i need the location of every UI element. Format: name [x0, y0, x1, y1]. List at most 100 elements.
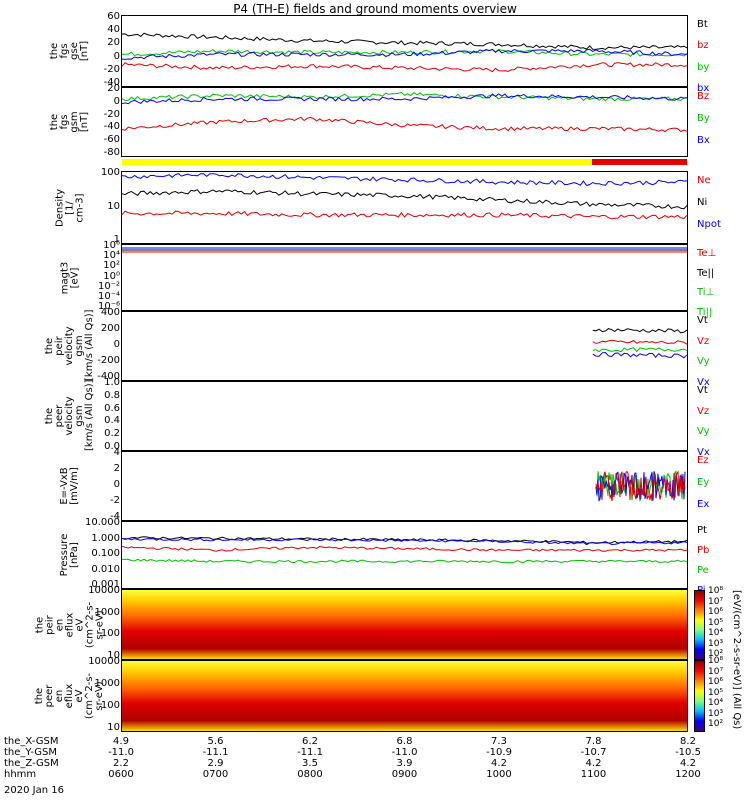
ytick-peer_spec: 100 — [100, 700, 120, 711]
ytick-density: 100 — [100, 167, 120, 178]
ytick-peer_spec: 1000 — [94, 678, 120, 689]
legend-pressure-0: Pt — [697, 525, 707, 536]
legend-pressure-1: Pb — [697, 545, 710, 556]
colorbar-tick: 10⁶ — [708, 677, 724, 687]
panel-peer_spec — [121, 660, 688, 732]
colorbar-tick: 10⁵ — [708, 617, 724, 628]
colorbar-tick: 10⁸ — [708, 586, 724, 596]
legend-efield-0: Ez — [697, 455, 709, 466]
ytick-efield: 0 — [113, 479, 120, 490]
ytick-pressure: 1.000 — [91, 532, 120, 544]
ytick-fgs_gse: -40 — [103, 77, 120, 88]
series-bz-0 — [121, 62, 688, 73]
xaxis-tick-value: 8.2 — [680, 736, 696, 747]
series-Pi-7 — [121, 537, 688, 546]
colorbar-tick: 10³ — [708, 638, 724, 649]
mode-bar-slow-survey — [592, 159, 687, 165]
ytick-peer_vel: 0.6 — [104, 402, 120, 414]
ytick-peir_spec: 100 — [100, 628, 120, 640]
ytick-efield: 2 — [113, 463, 120, 474]
ytick-peer_spec: 10000 — [88, 656, 120, 667]
series-by-0 — [121, 48, 688, 57]
ytick-density: 10 — [107, 200, 120, 212]
chart-title: P4 (TH-E) fields and ground moments over… — [233, 2, 517, 16]
series-Bx-1 — [121, 93, 688, 105]
series-Vx-4 — [592, 351, 688, 359]
legend-density-2: Npot — [697, 219, 721, 230]
ytick-efield: 4 — [113, 447, 120, 458]
ytick-peir_vel: 400 — [100, 307, 120, 318]
ytick-fgs_gsm: -20 — [103, 108, 120, 120]
legend-efield-2: Ex — [697, 499, 710, 510]
panel-temp — [121, 244, 688, 311]
panel-peer_vel — [121, 381, 688, 451]
ytick-peir_spec: 10000 — [88, 585, 120, 596]
colorbar-tick: 10⁷ — [708, 666, 724, 677]
ytick-peer_spec: 10 — [107, 722, 120, 733]
legend-peir_vel-2: Vy — [697, 356, 710, 368]
colorbar-label: [eV/(cm^2-s-sr-eV)] (All Qs) — [731, 590, 742, 730]
xaxis-tick-value: 5.6 — [207, 736, 224, 747]
ytick-pressure: 0.001 — [91, 579, 120, 590]
series-bx-0 — [121, 48, 688, 60]
xaxis-tick-value: -10.9 — [486, 747, 512, 758]
series-By-1 — [121, 91, 688, 102]
xaxis-tick-value: -11.1 — [297, 747, 323, 758]
panel-peir_vel — [121, 311, 688, 381]
ytick-fgs_gse: 20 — [107, 37, 120, 49]
legend-efield-1: Ey — [697, 477, 710, 488]
ytick-peer_vel: 0.8 — [104, 389, 120, 401]
xaxis-tick-value: 0900 — [391, 769, 418, 780]
ytick-temp: 10⁰ — [103, 270, 120, 282]
legend-peir_vel-1: Vz — [697, 335, 710, 347]
legend-fgs_gse-3: bx — [697, 83, 710, 94]
ytick-peir_spec: 10 — [107, 650, 120, 661]
colorbar-tick: 10⁸ — [708, 656, 724, 666]
ytick-temp: 10⁻⁶ — [97, 301, 120, 312]
xaxis-tick-value: 0800 — [297, 769, 323, 780]
ytick-fgs_gse: 40 — [107, 24, 120, 36]
ytick-efield: -4 — [110, 511, 120, 522]
xaxis-tick-value: 0700 — [202, 769, 229, 780]
series-Vt-4 — [592, 328, 688, 334]
ytick-fgs_gse: 60 — [107, 11, 120, 22]
ytick-density: 1 — [113, 234, 120, 245]
series-Vz-4 — [592, 339, 688, 345]
xaxis-row-label: hhmm — [4, 769, 37, 780]
colorbar-tick: 10⁴ — [708, 628, 724, 638]
legend-temp-3: Ti|| — [697, 307, 713, 318]
series-Pe-7 — [122, 558, 688, 564]
xaxis-row-label: the_Y-GSM — [4, 747, 58, 758]
legend-pressure-2: Pe — [697, 565, 709, 576]
legend-fgs_gse-2: by — [697, 61, 710, 73]
colorbar-peir — [694, 590, 705, 660]
ytick-fgs_gse: 0 — [113, 50, 120, 62]
xaxis-tick-value: 3.9 — [396, 758, 413, 769]
legend-density-1: Ni — [697, 197, 708, 208]
ytick-temp: 10⁴ — [103, 250, 120, 262]
ytick-temp: 10² — [103, 260, 120, 272]
date-label: 2020 Jan 16 — [4, 785, 64, 796]
colorbar-tick: 10⁵ — [708, 687, 724, 698]
xaxis-tick-value: 0600 — [108, 769, 134, 780]
ytick-fgs_gsm: 20 — [107, 83, 120, 94]
xaxis-tick-value: -11.1 — [202, 747, 229, 758]
panel-pressure — [121, 521, 688, 589]
legend-temp-0: Te⊥ — [697, 248, 717, 259]
efield-trace — [595, 470, 686, 502]
colorbar-tick: 10⁶ — [708, 607, 724, 617]
ytick-peir_vel: -400 — [97, 371, 120, 382]
xaxis-tick-value: 1200 — [675, 769, 701, 780]
colorbar-tick: 10⁴ — [708, 698, 724, 708]
legend-fgs_gse-0: Bt — [697, 19, 708, 30]
panel-efield — [121, 451, 688, 521]
xaxis-tick-value: -10.5 — [675, 747, 701, 758]
ytick-temp: 10⁶ — [103, 240, 120, 251]
colorbar-tick: 10² — [708, 719, 724, 729]
ytick-peir_vel: -200 — [97, 355, 120, 366]
ytick-pressure: 0.100 — [91, 548, 120, 559]
xaxis-tick-value: 1100 — [580, 769, 607, 780]
ytick-peer_vel: 0.4 — [104, 415, 120, 427]
mode-bar-fast-survey — [122, 159, 592, 165]
